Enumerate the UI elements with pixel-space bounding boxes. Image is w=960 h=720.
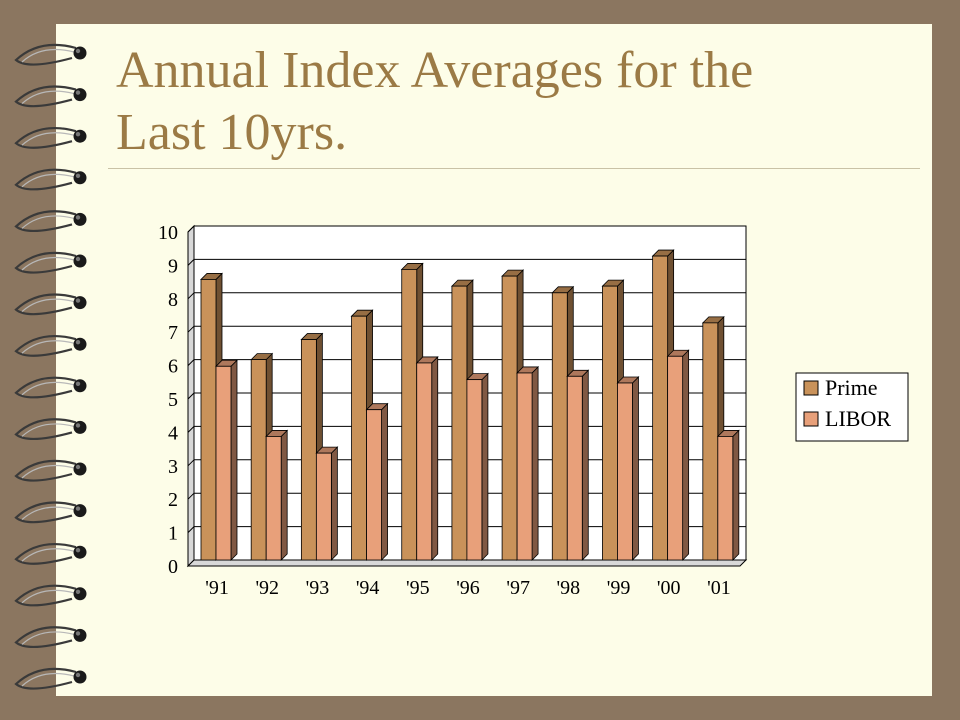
spiral-ring-icon [14, 584, 87, 607]
x-tick-label: '96 [456, 577, 480, 599]
spiral-ring-icon [14, 667, 87, 690]
bar-libor [215, 359, 238, 561]
x-tick-label: '91 [205, 577, 229, 599]
gridline-depth [187, 426, 195, 433]
spiral-ring-icon [14, 168, 87, 191]
slide-title-line-1: Annual Index Averages for the [116, 42, 754, 99]
gridline-depth [187, 225, 195, 233]
bar-libor [666, 349, 690, 561]
spiral-ring-icon [14, 376, 87, 399]
bar-libor [716, 429, 740, 561]
spiral-ring-icon [14, 293, 87, 316]
x-tick-label: '99 [607, 577, 631, 599]
bar-libor [566, 369, 590, 561]
y-tick-label: 5 [168, 389, 178, 411]
x-tick-label: '98 [557, 577, 581, 599]
bar-libor [315, 446, 339, 561]
gridline-depth [187, 392, 195, 400]
bar-libor [265, 429, 289, 561]
y-tick-label: 1 [168, 523, 178, 545]
plot-floor [186, 559, 748, 567]
gridline-depth [187, 492, 195, 500]
gridline-depth [187, 259, 195, 266]
gridline-depth [187, 359, 195, 366]
spiral-ring-icon [14, 459, 87, 482]
legend-label: Prime [825, 375, 878, 400]
y-tick-label: 2 [168, 489, 178, 511]
x-tick-label: '97 [506, 577, 530, 599]
x-tick-label: '93 [306, 577, 330, 599]
spiral-ring-icon [14, 251, 87, 274]
bar-libor [415, 355, 439, 561]
y-tick-label: 7 [168, 322, 178, 344]
x-tick-label: '00 [657, 577, 681, 599]
y-tick-label: 0 [168, 556, 178, 578]
y-tick-label: 4 [168, 422, 178, 444]
spiral-ring-icon [14, 626, 87, 648]
x-tick-label: '01 [707, 577, 731, 599]
y-tick-label: 3 [168, 456, 178, 478]
spiral-ring-icon [14, 418, 87, 440]
slide-title-line-2: Last 10yrs. [116, 104, 348, 161]
bar-libor [516, 365, 540, 561]
slide-title: Annual Index Averages for the Last 10yrs… [116, 40, 916, 164]
spiral-ring-icon [14, 43, 87, 66]
legend-swatch [803, 411, 819, 427]
y-tick-label: 9 [168, 255, 178, 277]
y-tick-label: 6 [168, 356, 178, 378]
spiral-ring-icon [14, 126, 87, 149]
gridline-depth [187, 526, 195, 533]
bar-libor [365, 402, 389, 561]
bar-libor [465, 372, 489, 561]
gridline-depth [187, 325, 195, 333]
spiral-ring-icon [14, 542, 87, 565]
gridline-depth [187, 459, 195, 467]
legend: Prime LIBOR [795, 372, 909, 442]
bar-libor [616, 376, 640, 561]
gridline-depth [187, 292, 195, 300]
spiral-binding-icon [14, 43, 87, 690]
legend-swatch [803, 380, 819, 396]
spiral-ring-icon [14, 334, 87, 357]
spiral-ring-icon [14, 210, 87, 232]
legend-label: LIBOR [825, 406, 891, 431]
y-tick-label: 8 [168, 289, 178, 311]
x-tick-label: '92 [255, 577, 279, 599]
x-tick-label: '95 [406, 577, 430, 599]
x-tick-label: '94 [356, 577, 380, 599]
y-tick-label: 10 [158, 222, 178, 244]
spiral-ring-icon [14, 501, 87, 524]
spiral-ring-icon [14, 85, 87, 108]
title-divider [108, 168, 920, 169]
